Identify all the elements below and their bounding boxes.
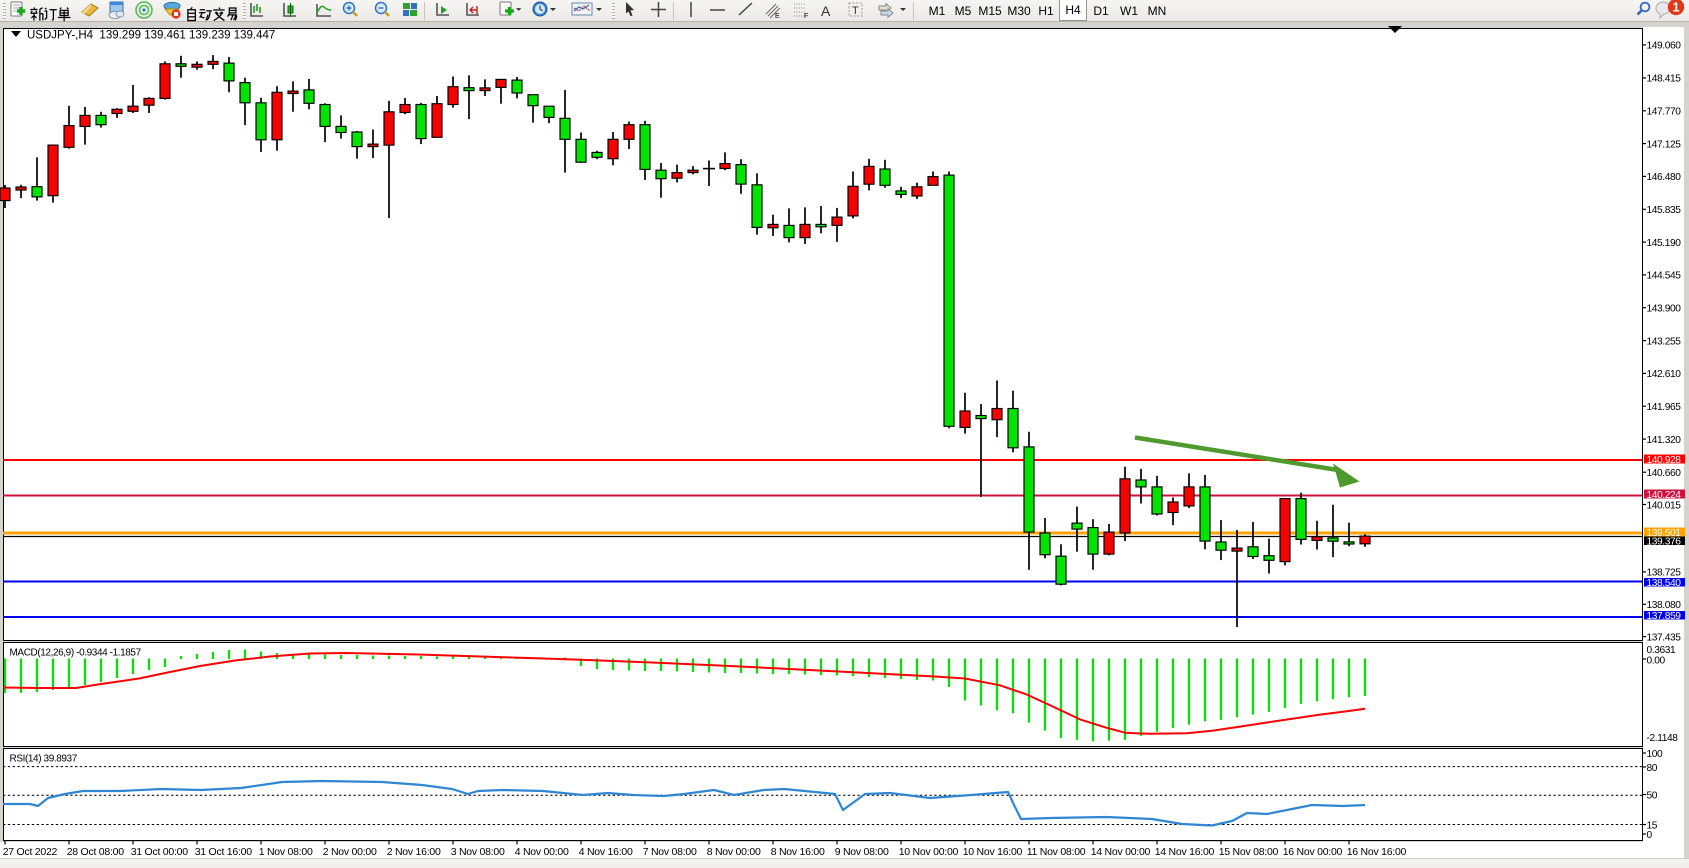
svg-text:E: E [775, 13, 780, 20]
svg-text:138.725: 138.725 [1647, 568, 1682, 579]
svg-text:28 Oct 08:00: 28 Oct 08:00 [67, 846, 125, 858]
svg-text:USDJPY-,H4 139.299 139.461 13: USDJPY-,H4 139.299 139.461 139.239 139.4… [27, 30, 275, 42]
svg-text:2 Nov 00:00: 2 Nov 00:00 [323, 846, 377, 858]
svg-text:10 Nov 16:00: 10 Nov 16:00 [963, 846, 1023, 858]
svg-text:31 Oct 16:00: 31 Oct 16:00 [195, 846, 253, 858]
svg-text:139.501: 139.501 [1647, 528, 1682, 539]
svg-text:148.415: 148.415 [1647, 74, 1682, 85]
svg-text:137.435: 137.435 [1647, 632, 1682, 643]
svg-text:143.255: 143.255 [1647, 336, 1682, 347]
svg-text:MACD(12,26,9) -0.9344 -1.1857: MACD(12,26,9) -0.9344 -1.1857 [10, 648, 142, 659]
svg-text:141.320: 141.320 [1647, 435, 1682, 446]
svg-text:0.3631: 0.3631 [1647, 645, 1676, 656]
svg-text:8 Nov 16:00: 8 Nov 16:00 [771, 846, 825, 858]
svg-text:F: F [804, 13, 808, 20]
svg-text:31 Oct 00:00: 31 Oct 00:00 [131, 846, 189, 858]
svg-text:-2.1148: -2.1148 [1647, 733, 1679, 744]
svg-text:3 Nov 08:00: 3 Nov 08:00 [451, 846, 505, 858]
svg-text:137.859: 137.859 [1647, 611, 1682, 622]
svg-text:149.060: 149.060 [1647, 41, 1682, 52]
svg-text:100: 100 [1647, 749, 1664, 760]
svg-text:14 Nov 16:00: 14 Nov 16:00 [1155, 846, 1215, 858]
svg-text:143.900: 143.900 [1647, 304, 1682, 315]
svg-text:0: 0 [1647, 830, 1653, 841]
svg-text:145.190: 145.190 [1647, 238, 1682, 249]
svg-text:14 Nov 00:00: 14 Nov 00:00 [1091, 846, 1151, 858]
svg-text:1 Nov 08:00: 1 Nov 08:00 [259, 846, 313, 858]
svg-text:140.015: 140.015 [1647, 500, 1682, 511]
svg-text:138.540: 138.540 [1647, 578, 1682, 589]
svg-text:4 Nov 00:00: 4 Nov 00:00 [515, 846, 569, 858]
svg-text:4 Nov 16:00: 4 Nov 16:00 [579, 846, 633, 858]
svg-text:9 Nov 08:00: 9 Nov 08:00 [835, 846, 889, 858]
svg-text:80: 80 [1647, 763, 1658, 774]
svg-text:140.928: 140.928 [1647, 455, 1682, 466]
svg-text:T: T [852, 5, 859, 17]
svg-text:145.835: 145.835 [1647, 205, 1682, 216]
svg-text:1: 1 [1672, 0, 1679, 15]
svg-text:50: 50 [1647, 790, 1658, 801]
svg-text:7 Nov 08:00: 7 Nov 08:00 [643, 846, 697, 858]
svg-text:2 Nov 16:00: 2 Nov 16:00 [387, 846, 441, 858]
svg-text:147.770: 147.770 [1647, 107, 1682, 118]
svg-text:0.00: 0.00 [1647, 656, 1666, 667]
svg-text:16 Nov 00:00: 16 Nov 00:00 [1283, 846, 1343, 858]
svg-text:142.610: 142.610 [1647, 369, 1682, 380]
svg-text:147.125: 147.125 [1647, 139, 1682, 150]
svg-text:140.660: 140.660 [1647, 468, 1682, 479]
svg-text:140.224: 140.224 [1647, 490, 1682, 501]
svg-text:15: 15 [1647, 820, 1658, 831]
svg-text:146.480: 146.480 [1647, 172, 1682, 183]
svg-text:15 Nov 08:00: 15 Nov 08:00 [1219, 846, 1279, 858]
svg-text:10 Nov 00:00: 10 Nov 00:00 [899, 846, 959, 858]
svg-text:139.376: 139.376 [1647, 537, 1682, 548]
svg-text:138.080: 138.080 [1647, 600, 1682, 611]
svg-text:141.965: 141.965 [1647, 402, 1682, 413]
svg-text:11 Nov 08:00: 11 Nov 08:00 [1027, 846, 1086, 858]
svg-text:8 Nov 00:00: 8 Nov 00:00 [707, 846, 761, 858]
svg-text:16 Nov 16:00: 16 Nov 16:00 [1347, 846, 1407, 858]
svg-text:RSI(14) 39.8937: RSI(14) 39.8937 [10, 754, 78, 765]
svg-text:144.545: 144.545 [1647, 271, 1682, 282]
svg-text:27 Oct 2022: 27 Oct 2022 [3, 846, 58, 858]
